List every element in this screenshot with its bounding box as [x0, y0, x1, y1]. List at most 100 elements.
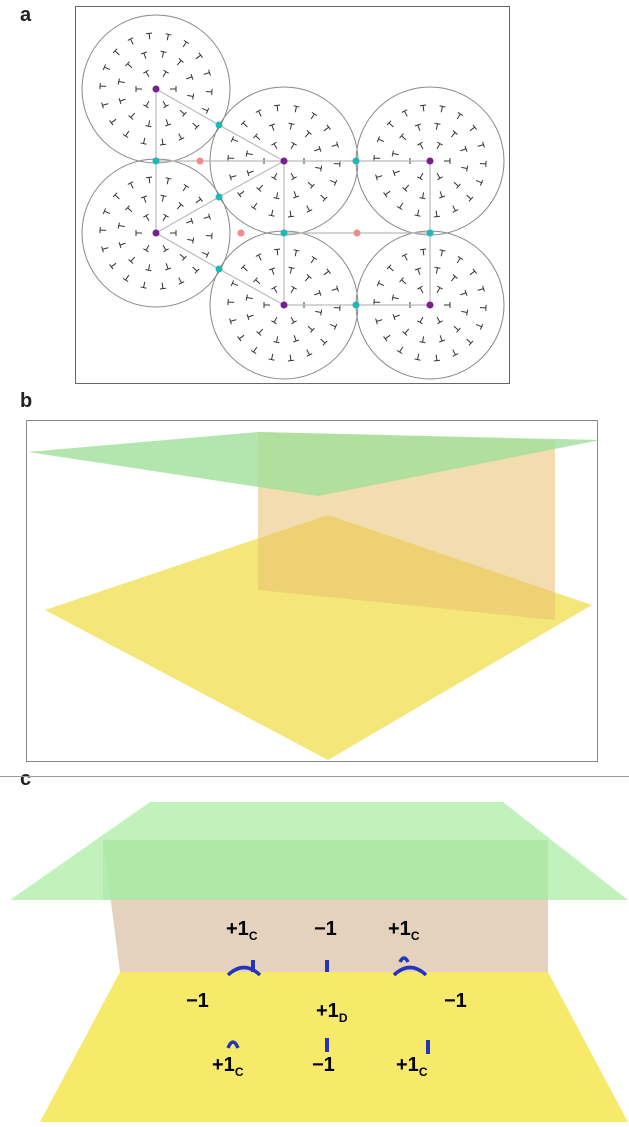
director-mark: [49, 626, 54, 629]
director-mark: [527, 728, 529, 734]
director-mark: [107, 576, 109, 582]
director-mark: [107, 648, 109, 654]
panel-label-a: a: [20, 4, 32, 26]
director-mark: [44, 987, 50, 988]
director-mark: [51, 728, 52, 734]
director-mark: [240, 120, 248, 128]
director-mark: [533, 705, 537, 710]
director-mark: [436, 744, 438, 750]
director-mark: [145, 120, 152, 128]
director-mark: [465, 720, 466, 726]
director-mark: [44, 736, 46, 742]
director-mark: [51, 736, 53, 742]
director-mark: [589, 521, 593, 526]
director-mark: [79, 744, 81, 750]
director-mark: [72, 987, 78, 988]
director-mark: [492, 672, 494, 678]
director-mark: [57, 601, 61, 605]
director-mark: [399, 133, 407, 141]
director-mark: [85, 649, 88, 654]
director-mark: [561, 521, 565, 525]
director-mark: [101, 102, 109, 109]
director-mark: [107, 736, 108, 742]
director-mark: [484, 753, 488, 758]
director-mark: [45, 568, 46, 574]
director-mark: [542, 656, 543, 662]
junction-point: [215, 193, 223, 201]
director-mark: [554, 705, 559, 708]
director-mark: [134, 729, 138, 734]
director-mark: [79, 584, 81, 590]
director-mark: [125, 61, 133, 69]
connection-line: [155, 196, 220, 234]
director-mark: [436, 696, 437, 702]
director-mark: [56, 633, 61, 636]
director-mark: [575, 513, 578, 518]
director-mark: [464, 736, 466, 742]
director-mark: [128, 512, 131, 517]
director-mark: [184, 512, 187, 517]
director-mark: [140, 553, 145, 556]
director-mark: [64, 593, 67, 598]
director-mark: [205, 88, 213, 95]
director-mark: [248, 528, 249, 534]
director-mark: [520, 656, 521, 662]
director-mark: [100, 568, 102, 574]
director-mark: [452, 205, 459, 213]
director-mark: [307, 325, 315, 333]
director-mark: [520, 704, 523, 709]
director-mark: [51, 576, 53, 582]
director-mark: [107, 520, 109, 526]
director-mark: [520, 728, 522, 734]
director-mark: [57, 649, 61, 653]
director-mark: [205, 528, 208, 533]
director-mark: [465, 688, 466, 694]
director-mark: [227, 736, 228, 742]
director-mark: [560, 705, 565, 708]
director-mark: [529, 431, 532, 436]
center-point: [280, 301, 288, 309]
director-mark: [436, 712, 437, 718]
director-mark: [64, 641, 69, 645]
director-mark: [565, 978, 566, 984]
director-mark: [582, 584, 585, 589]
director-mark: [65, 980, 71, 981]
director-mark: [51, 512, 54, 517]
director-mark: [373, 744, 376, 749]
director-mark: [250, 346, 258, 355]
director-mark: [555, 664, 557, 669]
director-mark: [178, 133, 185, 141]
director-mark: [437, 736, 438, 742]
director-mark: [100, 728, 101, 734]
director-mark: [574, 553, 579, 556]
director-mark: [127, 729, 131, 734]
director-mark: [541, 744, 543, 750]
director-mark: [485, 680, 486, 686]
director-mark: [140, 137, 147, 145]
director-mark: [561, 569, 565, 573]
director-mark: [107, 680, 109, 686]
director-mark: [100, 536, 102, 541]
director-mark: [246, 170, 254, 177]
director-mark: [434, 266, 441, 274]
director-mark: [93, 648, 96, 653]
director-mark: [176, 553, 181, 557]
director-mark: [513, 688, 515, 694]
director-mark: [108, 752, 109, 758]
director-mark: [197, 713, 201, 718]
director-mark: [408, 736, 410, 742]
director-mark: [43, 593, 47, 598]
director-mark: [543, 432, 547, 437]
director-mark: [591, 648, 592, 654]
director-mark: [582, 737, 586, 742]
director-mark: [72, 664, 75, 669]
director-mark: [121, 672, 123, 677]
director-mark: [57, 641, 62, 645]
director-mark: [100, 981, 106, 982]
director-mark: [621, 971, 622, 977]
director-mark: [534, 672, 536, 678]
director-mark: [93, 744, 94, 750]
director-mark: [147, 545, 152, 548]
director-mark: [289, 744, 291, 750]
director-mark: [155, 729, 159, 733]
